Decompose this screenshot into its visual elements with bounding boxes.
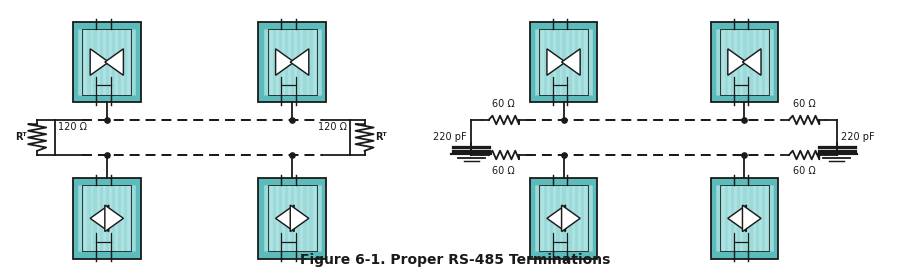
Bar xyxy=(268,185,317,251)
Polygon shape xyxy=(743,49,761,75)
Polygon shape xyxy=(90,205,108,232)
Bar xyxy=(711,22,778,103)
Bar xyxy=(258,178,326,259)
Bar xyxy=(83,185,131,251)
Text: 220 pF: 220 pF xyxy=(433,133,467,142)
Text: 220 pF: 220 pF xyxy=(841,133,875,142)
Bar xyxy=(539,185,588,251)
Polygon shape xyxy=(728,49,746,75)
Text: 60 Ω: 60 Ω xyxy=(793,166,815,176)
Polygon shape xyxy=(290,205,308,232)
Polygon shape xyxy=(743,205,761,232)
Polygon shape xyxy=(547,205,565,232)
Polygon shape xyxy=(547,49,565,75)
Polygon shape xyxy=(561,49,581,75)
Polygon shape xyxy=(290,49,308,75)
Text: Rᵀ: Rᵀ xyxy=(376,133,387,142)
Text: 120 Ω: 120 Ω xyxy=(318,122,348,132)
Polygon shape xyxy=(90,49,108,75)
Text: 60 Ω: 60 Ω xyxy=(492,99,515,109)
Polygon shape xyxy=(105,205,124,232)
Polygon shape xyxy=(276,205,294,232)
Bar xyxy=(530,178,598,259)
Bar xyxy=(73,22,141,103)
Bar xyxy=(539,29,588,95)
Bar xyxy=(258,22,326,103)
Polygon shape xyxy=(276,49,294,75)
Bar xyxy=(720,29,769,95)
Bar xyxy=(83,29,131,95)
Text: Rᵀ: Rᵀ xyxy=(15,133,26,142)
Bar xyxy=(530,22,598,103)
Polygon shape xyxy=(561,205,581,232)
Bar xyxy=(73,178,141,259)
Bar xyxy=(720,185,769,251)
Text: 60 Ω: 60 Ω xyxy=(793,99,815,109)
Bar xyxy=(711,178,778,259)
Text: Figure 6-1. Proper RS-485 Terminations: Figure 6-1. Proper RS-485 Terminations xyxy=(299,253,611,267)
Text: 120 Ω: 120 Ω xyxy=(58,122,87,132)
Text: 60 Ω: 60 Ω xyxy=(492,166,515,176)
Polygon shape xyxy=(728,205,746,232)
Polygon shape xyxy=(105,49,124,75)
Bar xyxy=(268,29,317,95)
